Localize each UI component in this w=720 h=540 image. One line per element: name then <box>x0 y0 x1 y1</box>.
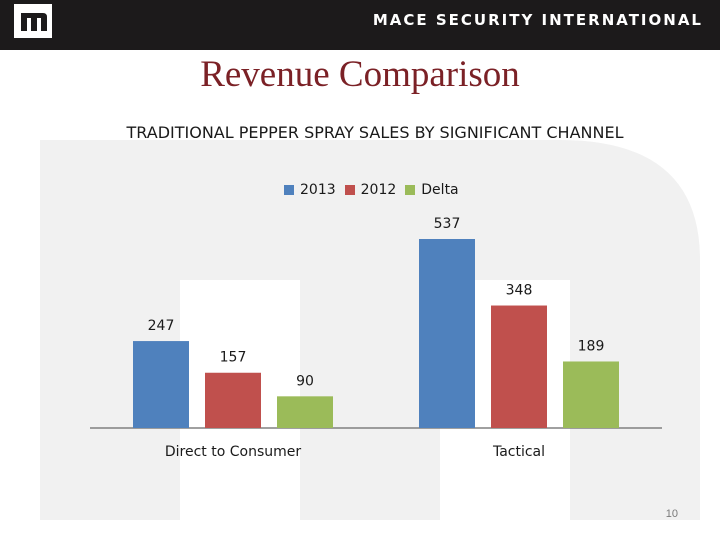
chart-legend: 2013 2012 Delta <box>284 182 468 198</box>
data-label-2013-0: 247 <box>148 318 175 334</box>
bar-2012-0 <box>205 372 261 428</box>
company-name: MACE SECURITY INTERNATIONAL <box>372 11 703 29</box>
category-label-1: Tactical <box>492 444 545 460</box>
bar-delta-0 <box>277 396 333 428</box>
bar-2013-1 <box>419 239 475 428</box>
legend-label-delta: Delta <box>421 182 459 198</box>
data-label-delta-1: 189 <box>578 338 605 354</box>
category-label-0: Direct to Consumer <box>165 444 302 460</box>
chart-title: TRADITIONAL PEPPER SPRAY SALES BY SIGNIF… <box>126 123 624 142</box>
legend-item-2013: 2013 <box>284 182 336 198</box>
page-number: 10 <box>665 508 678 520</box>
legend-swatch-2013 <box>284 185 294 195</box>
legend-swatch-delta <box>405 185 416 195</box>
bar-delta-1 <box>563 361 619 428</box>
watermark-m-icon <box>40 140 700 520</box>
data-label-2012-1: 348 <box>506 283 533 299</box>
data-label-2012-0: 157 <box>220 350 247 366</box>
legend-label-2012: 2012 <box>360 182 397 198</box>
legend-label-2013: 2013 <box>300 182 336 198</box>
data-label-2013-1: 537 <box>434 216 461 232</box>
bar-2013-0 <box>133 341 189 428</box>
data-label-delta-0: 90 <box>296 373 314 389</box>
legend-swatch-2012 <box>344 185 355 195</box>
legend-item-delta: Delta <box>405 182 459 198</box>
header-bar: MACE SECURITY INTERNATIONAL <box>0 0 720 50</box>
slide-title: Revenue Comparison <box>200 54 520 95</box>
mace-m-logo-icon <box>14 4 52 38</box>
legend-item-2012: 2012 <box>344 182 397 198</box>
bar-2012-1 <box>491 305 547 428</box>
